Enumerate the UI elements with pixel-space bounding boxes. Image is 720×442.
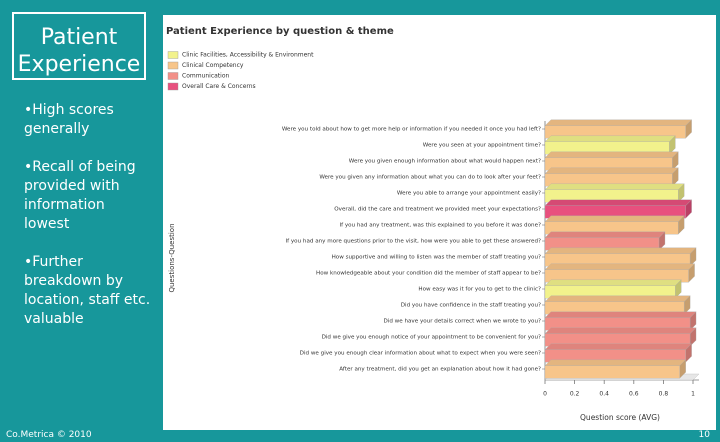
y-tick-label: Were you given enough information about … <box>349 159 541 165</box>
y-axis-label: Questions-Question <box>168 223 176 292</box>
y-tick-label: Were you told about how to get more help… <box>282 127 541 133</box>
bar <box>544 365 680 379</box>
bullet: Further breakdown by location, staff etc… <box>24 253 154 329</box>
legend-swatch <box>167 61 179 70</box>
legend-label: Clinical Competency <box>182 62 244 69</box>
y-tick-label: Were you given any information about wha… <box>319 175 541 181</box>
bullet-text: High scores generally <box>24 102 114 137</box>
x-tick-label: 0.2 <box>570 391 580 398</box>
bullet: Recall of being provided with informatio… <box>24 158 154 234</box>
bar-top <box>544 311 697 318</box>
y-tick-label: Were you seen at your appointment time? <box>423 143 541 149</box>
bar-top <box>544 359 687 366</box>
x-tick-label: 1 <box>691 391 695 398</box>
bar-top <box>544 327 697 334</box>
y-tick-label: Were you able to arrange your appointmen… <box>397 191 541 197</box>
bullet: High scores generally <box>24 101 154 139</box>
y-tick-label: Did we give you enough notice of your ap… <box>322 335 541 341</box>
page-number: 10 <box>698 430 710 440</box>
footer: Co.Metrica © 2010 <box>6 430 92 440</box>
y-tick-label: Did we give you enough clear information… <box>300 351 541 357</box>
y-tick-label: After any treatment, did you get an expl… <box>339 367 541 373</box>
bar-top <box>544 295 691 302</box>
bullet-text: Recall of being provided with informatio… <box>24 159 136 232</box>
legend-swatch <box>167 72 179 80</box>
legend-label: Clinic Facilities, Accessibility & Envir… <box>182 52 314 59</box>
bar-top <box>544 119 692 126</box>
legend-label: Overall Care & Concerns <box>182 83 256 90</box>
bar-top <box>544 279 682 286</box>
y-tick-label: How knowledgeable about your condition d… <box>316 271 541 277</box>
bar-top <box>544 135 676 142</box>
x-tick-label: 0.8 <box>659 391 669 398</box>
bar-top <box>544 151 679 158</box>
x-tick-label: 0 <box>543 391 547 398</box>
y-tick-label: Did we have your details correct when we… <box>383 319 541 325</box>
y-tick-label: If you had any treatment, was this expla… <box>339 223 541 229</box>
legend-label: Communication <box>182 73 229 80</box>
x-tick-label: 0.4 <box>599 391 609 398</box>
legend-swatch <box>167 82 179 91</box>
legend-swatch <box>167 51 179 59</box>
x-tick-label: 0.6 <box>629 391 639 398</box>
y-tick-label: How supportive and willing to listen was… <box>332 255 541 261</box>
bullet-list: High scores generally Recall of being pr… <box>24 101 154 348</box>
bar-top <box>544 183 685 190</box>
slide-title: Patient Experience <box>12 12 146 80</box>
y-tick-label: Overall, did the care and treatment we p… <box>334 207 541 213</box>
bar-top <box>544 199 692 206</box>
bullet-text: Further breakdown by location, staff etc… <box>24 254 151 327</box>
bar-top <box>544 215 685 222</box>
y-tick-label: Did you have confidence in the staff tre… <box>401 303 541 309</box>
y-tick-label: How easy was it for you to get to the cl… <box>418 287 541 293</box>
bar-top <box>544 231 666 238</box>
chart-title: Patient Experience by question & theme <box>166 26 394 37</box>
bar-top <box>544 247 697 254</box>
bar-top <box>544 167 679 174</box>
x-axis-label: Question score (AVG) <box>580 413 660 422</box>
bar-top <box>544 263 695 270</box>
y-tick-label: If you had any more questions prior to t… <box>285 239 541 245</box>
bar-top <box>544 343 692 350</box>
